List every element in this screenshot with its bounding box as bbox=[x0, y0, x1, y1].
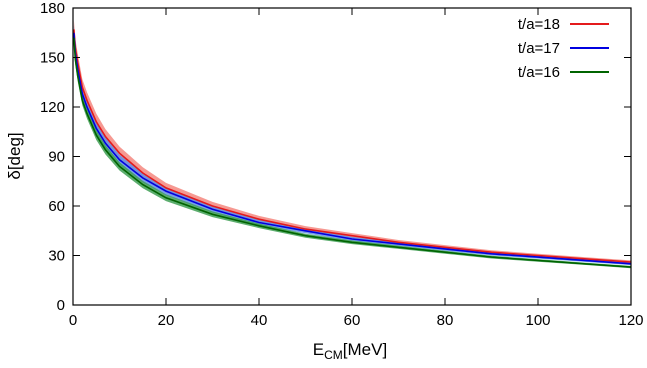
x-axis-label-unit: [MeV] bbox=[343, 340, 387, 359]
y-tick-label: 30 bbox=[48, 248, 65, 265]
error-band-2 bbox=[73, 25, 631, 266]
series-lines bbox=[73, 29, 632, 268]
legend-label-2: t/a=17 bbox=[518, 40, 560, 57]
y-tick-label: 0 bbox=[57, 297, 65, 314]
x-tick-label: 20 bbox=[158, 312, 175, 329]
y-tick-label: 120 bbox=[40, 99, 65, 116]
legend-label-3: t/a=16 bbox=[518, 64, 560, 81]
y-tick-label: 60 bbox=[48, 198, 65, 215]
y-tick-label: 90 bbox=[48, 149, 65, 166]
y-axis-ticks: 0 30 60 90 120 150 180 bbox=[40, 0, 631, 314]
legend: t/a=18 t/a=17 t/a=16 bbox=[518, 16, 609, 81]
x-tick-label: 0 bbox=[69, 312, 77, 329]
x-axis-ticks: 0 20 40 60 80 100 120 bbox=[69, 8, 644, 329]
x-axis-label-subscript: CM bbox=[324, 348, 343, 362]
y-tick-label: 150 bbox=[40, 50, 65, 67]
x-tick-label: 120 bbox=[618, 312, 643, 329]
x-tick-label: 40 bbox=[251, 312, 268, 329]
x-axis-label: ECM[MeV] bbox=[313, 340, 387, 362]
x-tick-label: 60 bbox=[344, 312, 361, 329]
legend-label-1: t/a=18 bbox=[518, 16, 560, 33]
x-tick-label: 100 bbox=[525, 312, 550, 329]
y-tick-label: 180 bbox=[40, 0, 65, 17]
series-line-2 bbox=[73, 32, 632, 265]
y-axis-label: δ[deg] bbox=[5, 132, 24, 179]
x-axis-label-main: E bbox=[313, 340, 324, 359]
x-tick-label: 80 bbox=[437, 312, 454, 329]
series-line-3 bbox=[73, 37, 632, 268]
error-band-1 bbox=[73, 20, 631, 264]
error-bands bbox=[73, 20, 631, 269]
series-line-1 bbox=[73, 29, 632, 263]
